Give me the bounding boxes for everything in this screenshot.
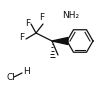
Polygon shape — [52, 37, 68, 44]
Text: F: F — [39, 12, 45, 21]
Text: Cl: Cl — [7, 74, 15, 83]
Text: H: H — [23, 67, 29, 76]
Text: NH₂: NH₂ — [62, 10, 79, 19]
Text: F: F — [19, 32, 25, 41]
Text: F: F — [25, 18, 31, 27]
